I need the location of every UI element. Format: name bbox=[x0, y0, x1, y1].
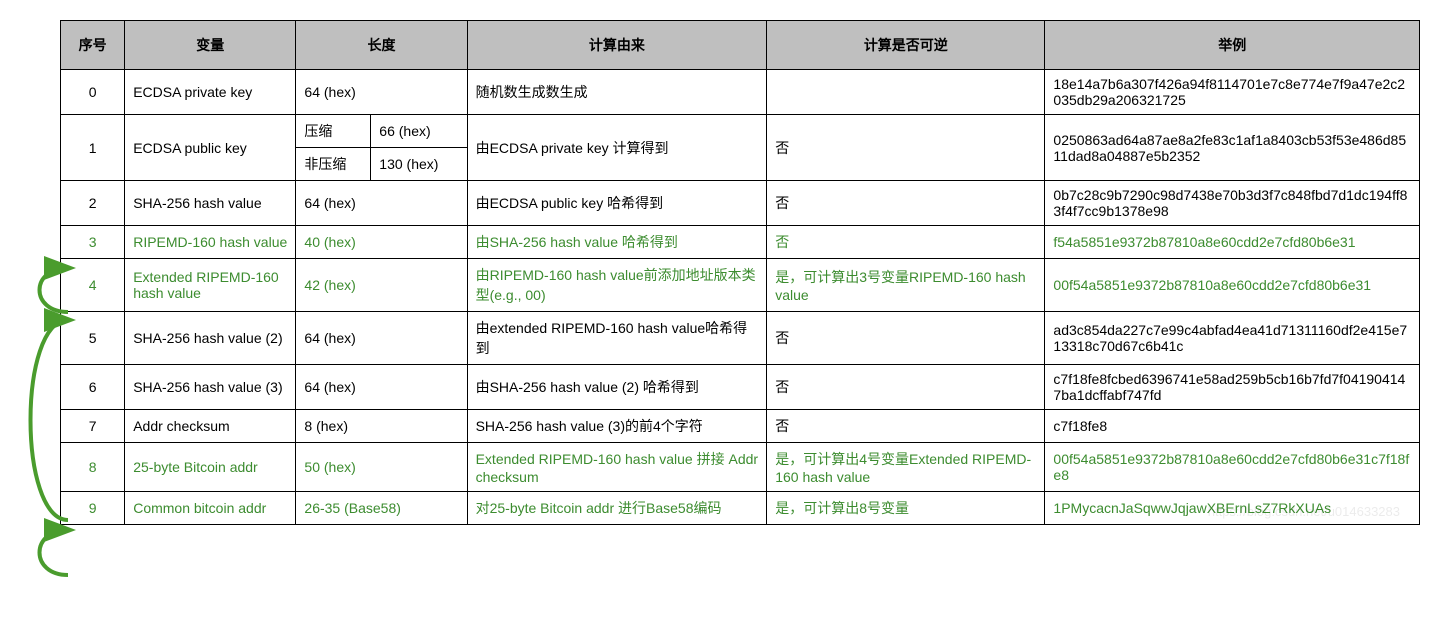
cell-ex: 00f54a5851e9372b87810a8e60cdd2e7cfd80b6e… bbox=[1045, 259, 1420, 312]
col-rev: 计算是否可逆 bbox=[767, 21, 1045, 70]
cell-rev bbox=[767, 70, 1045, 115]
cell-seq: 8 bbox=[61, 443, 125, 492]
cell-len: 64 (hex) bbox=[296, 312, 467, 365]
cell-ex: 0b7c28c9b7290c98d7438e70b3d3f7c848fbd7d1… bbox=[1045, 181, 1420, 226]
table-row: 9Common bitcoin addr26-35 (Base58)对25-by… bbox=[61, 492, 1420, 525]
cell-ex: 00f54a5851e9372b87810a8e60cdd2e7cfd80b6e… bbox=[1045, 443, 1420, 492]
table-row: 0ECDSA private key64 (hex)随机数生成数生成 18e14a… bbox=[61, 70, 1420, 115]
table-row: 825-byte Bitcoin addr50 (hex)Extended RI… bbox=[61, 443, 1420, 492]
cell-calc: 由SHA-256 hash value (2) 哈希得到 bbox=[467, 365, 767, 410]
cell-len: 64 (hex) bbox=[296, 365, 467, 410]
cell-var: 25-byte Bitcoin addr bbox=[125, 443, 296, 492]
cell-ex: 1PMycacnJaSqwwJqjawXBErnLsZ7RkXUAs bbox=[1045, 492, 1420, 525]
cell-seq: 5 bbox=[61, 312, 125, 365]
cell-var: Common bitcoin addr bbox=[125, 492, 296, 525]
table-row: 3RIPEMD-160 hash value40 (hex)由SHA-256 h… bbox=[61, 226, 1420, 259]
cell-len: 8 (hex) bbox=[296, 410, 467, 443]
cell-seq: 1 bbox=[61, 115, 125, 181]
cell-ex: c7f18fe8fcbed6396741e58ad259b5cb16b7fd7f… bbox=[1045, 365, 1420, 410]
cell-len: 26-35 (Base58) bbox=[296, 492, 467, 525]
cell-var: RIPEMD-160 hash value bbox=[125, 226, 296, 259]
cell-calc: 由SHA-256 hash value 哈希得到 bbox=[467, 226, 767, 259]
bitcoin-address-steps-table: 序号 变量 长度 计算由来 计算是否可逆 举例 0ECDSA private k… bbox=[60, 20, 1420, 525]
cell-rev: 是，可计算出4号变量Extended RIPEMD-160 hash value bbox=[767, 443, 1045, 492]
table-row: 6SHA-256 hash value (3)64 (hex)由SHA-256 … bbox=[61, 365, 1420, 410]
col-ex: 举例 bbox=[1045, 21, 1420, 70]
cell-var: Addr checksum bbox=[125, 410, 296, 443]
table-body: 0ECDSA private key64 (hex)随机数生成数生成18e14a… bbox=[61, 70, 1420, 525]
cell-ex: c7f18fe8 bbox=[1045, 410, 1420, 443]
cell-calc: SHA-256 hash value (3)的前4个字符 bbox=[467, 410, 767, 443]
cell-len: 64 (hex) bbox=[296, 70, 467, 115]
cell-rev: 否 bbox=[767, 312, 1045, 365]
cell-var: ECDSA public key bbox=[125, 115, 296, 181]
cell-rev: 否 bbox=[767, 365, 1045, 410]
cell-var: Extended RIPEMD-160 hash value bbox=[125, 259, 296, 312]
cell-len-a2: 66 (hex) bbox=[371, 115, 467, 148]
table-row: 5SHA-256 hash value (2)64 (hex)由extended… bbox=[61, 312, 1420, 365]
cell-var: SHA-256 hash value (2) bbox=[125, 312, 296, 365]
table-header-row: 序号 变量 长度 计算由来 计算是否可逆 举例 bbox=[61, 21, 1420, 70]
cell-ex: f54a5851e9372b87810a8e60cdd2e7cfd80b6e31 bbox=[1045, 226, 1420, 259]
col-calc: 计算由来 bbox=[467, 21, 767, 70]
cell-len: 50 (hex) bbox=[296, 443, 467, 492]
cell-calc: 随机数生成数生成 bbox=[467, 70, 767, 115]
cell-seq: 2 bbox=[61, 181, 125, 226]
cell-rev: 否 bbox=[767, 181, 1045, 226]
table-row: 7Addr checksum8 (hex)SHA-256 hash value … bbox=[61, 410, 1420, 443]
table-row: 2SHA-256 hash value64 (hex)由ECDSA public… bbox=[61, 181, 1420, 226]
cell-calc: 由RIPEMD-160 hash value前添加地址版本类型(e.g., 00… bbox=[467, 259, 767, 312]
cell-calc: 由ECDSA public key 哈希得到 bbox=[467, 181, 767, 226]
cell-var: SHA-256 hash value (3) bbox=[125, 365, 296, 410]
cell-seq: 7 bbox=[61, 410, 125, 443]
cell-calc: Extended RIPEMD-160 hash value 拼接 Addr c… bbox=[467, 443, 767, 492]
cell-rev: 否 bbox=[767, 410, 1045, 443]
cell-len-a1: 压缩 bbox=[296, 115, 371, 148]
table-row: 1ECDSA public key压缩66 (hex)由ECDSA privat… bbox=[61, 115, 1420, 148]
cell-len-b1: 非压缩 bbox=[296, 148, 371, 181]
cell-rev: 是，可计算出8号变量 bbox=[767, 492, 1045, 525]
cell-ex: 18e14a7b6a307f426a94f8114701e7c8e774e7f9… bbox=[1045, 70, 1420, 115]
cell-calc: 对25-byte Bitcoin addr 进行Base58编码 bbox=[467, 492, 767, 525]
cell-rev: 否 bbox=[767, 115, 1045, 181]
col-var: 变量 bbox=[125, 21, 296, 70]
cell-rev: 否 bbox=[767, 226, 1045, 259]
cell-var: SHA-256 hash value bbox=[125, 181, 296, 226]
col-seq: 序号 bbox=[61, 21, 125, 70]
cell-len-b2: 130 (hex) bbox=[371, 148, 467, 181]
cell-len: 64 (hex) bbox=[296, 181, 467, 226]
cell-calc: 由ECDSA private key 计算得到 bbox=[467, 115, 767, 181]
col-len: 长度 bbox=[296, 21, 467, 70]
cell-seq: 9 bbox=[61, 492, 125, 525]
cell-seq: 0 bbox=[61, 70, 125, 115]
cell-len: 42 (hex) bbox=[296, 259, 467, 312]
cell-ex: ad3c854da227c7e99c4abfad4ea41d71311160df… bbox=[1045, 312, 1420, 365]
cell-var: ECDSA private key bbox=[125, 70, 296, 115]
cell-seq: 3 bbox=[61, 226, 125, 259]
cell-calc: 由extended RIPEMD-160 hash value哈希得到 bbox=[467, 312, 767, 365]
cell-seq: 6 bbox=[61, 365, 125, 410]
cell-len: 40 (hex) bbox=[296, 226, 467, 259]
table-wrapper: 序号 变量 长度 计算由来 计算是否可逆 举例 0ECDSA private k… bbox=[20, 20, 1420, 525]
table-row: 4Extended RIPEMD-160 hash value42 (hex)由… bbox=[61, 259, 1420, 312]
cell-seq: 4 bbox=[61, 259, 125, 312]
cell-ex: 0250863ad64a87ae8a2fe83c1af1a8403cb53f53… bbox=[1045, 115, 1420, 181]
cell-rev: 是，可计算出3号变量RIPEMD-160 hash value bbox=[767, 259, 1045, 312]
